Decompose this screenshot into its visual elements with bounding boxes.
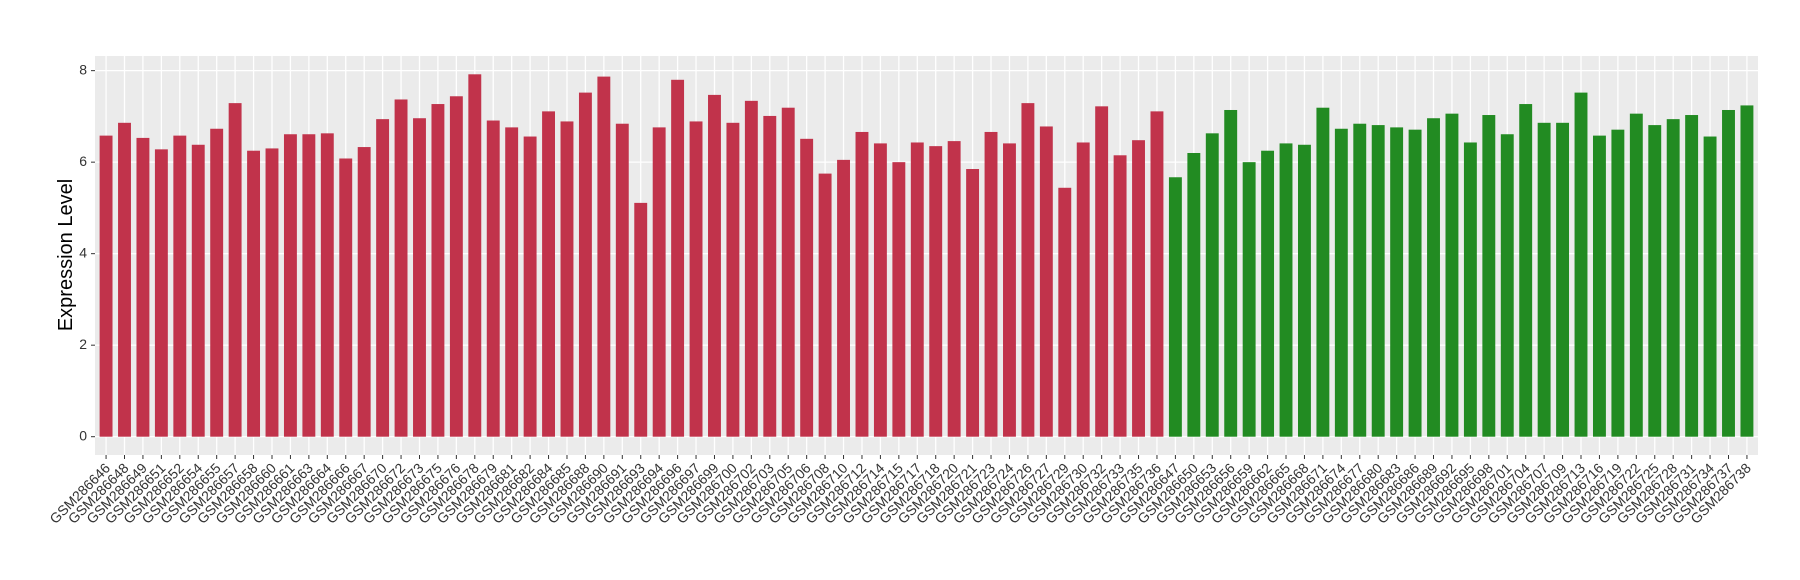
bar (1076, 142, 1090, 437)
bar (984, 131, 998, 437)
bar (634, 202, 648, 437)
bar (1298, 144, 1311, 437)
y-tick-label: 2 (79, 336, 87, 352)
bar (671, 79, 685, 437)
bar (1482, 115, 1496, 437)
bar (873, 143, 887, 437)
bar (1261, 150, 1275, 437)
bar (1058, 187, 1072, 437)
bar (1132, 140, 1145, 437)
y-tick-label: 0 (79, 427, 87, 443)
y-axis-title: Expression Level (55, 179, 77, 331)
bar (966, 169, 980, 437)
bar (708, 94, 721, 437)
bar (1039, 126, 1053, 437)
bar (449, 96, 463, 437)
bar (689, 121, 703, 437)
bar (597, 76, 611, 437)
bar (615, 123, 629, 437)
bar (1279, 143, 1293, 437)
bar (1500, 134, 1514, 437)
bar (1556, 122, 1570, 437)
bar (210, 128, 224, 437)
bar (1648, 125, 1662, 437)
bar (1629, 113, 1643, 437)
y-tick-label: 8 (79, 61, 87, 77)
bar (1592, 135, 1606, 437)
bar (1334, 128, 1348, 437)
bar (1242, 162, 1256, 437)
bar (542, 111, 555, 437)
bar (1316, 107, 1330, 437)
bar (376, 119, 390, 437)
bar (1353, 123, 1367, 437)
y-tick-label: 4 (79, 244, 87, 260)
bar (357, 147, 371, 437)
bar (136, 137, 150, 437)
bar (99, 135, 113, 437)
bar (929, 146, 943, 437)
bar (1205, 133, 1219, 437)
bar (744, 100, 758, 437)
bar (910, 142, 924, 437)
bar (855, 131, 869, 437)
bar (283, 134, 297, 437)
bar (154, 149, 168, 437)
bar (1703, 136, 1717, 437)
bar (118, 122, 131, 437)
plot-panel (95, 56, 1758, 455)
bar (560, 121, 574, 437)
bar (1095, 106, 1109, 437)
bar (173, 135, 187, 437)
bar (191, 144, 205, 437)
bar (1685, 115, 1699, 437)
bar (505, 127, 519, 437)
bar (1445, 113, 1459, 437)
bar (1168, 177, 1182, 437)
bar (1021, 103, 1035, 437)
bar (837, 159, 850, 437)
bar (763, 115, 777, 437)
bar (468, 74, 482, 437)
bar (1574, 92, 1588, 437)
bar (947, 141, 961, 437)
bar (1740, 105, 1754, 437)
bar (1463, 142, 1477, 437)
bar (247, 150, 261, 437)
bar (800, 138, 814, 437)
bar (1187, 153, 1201, 437)
bar (1003, 143, 1016, 437)
bar (1408, 129, 1422, 437)
bar (320, 133, 334, 437)
bar (265, 148, 279, 437)
bar (1427, 118, 1440, 437)
bar (302, 134, 316, 437)
bar (1371, 125, 1385, 437)
bar (1611, 129, 1625, 437)
bar (1666, 119, 1680, 437)
bar (1722, 109, 1735, 437)
bar (652, 127, 666, 437)
bar (413, 118, 426, 437)
bar (781, 107, 795, 437)
bar (228, 103, 242, 437)
bar (578, 92, 592, 437)
bar (1390, 127, 1404, 437)
y-tick-label: 6 (79, 153, 87, 169)
bar (339, 158, 353, 437)
bar (394, 99, 408, 437)
bar (818, 173, 832, 437)
bar (523, 136, 537, 437)
bar (1113, 155, 1127, 437)
bar (431, 104, 445, 437)
bar (486, 120, 500, 437)
bar (1519, 104, 1533, 437)
bar (892, 162, 906, 437)
bar (1150, 111, 1164, 437)
bar (1224, 109, 1238, 437)
bar (726, 122, 740, 437)
bar (1537, 122, 1551, 437)
